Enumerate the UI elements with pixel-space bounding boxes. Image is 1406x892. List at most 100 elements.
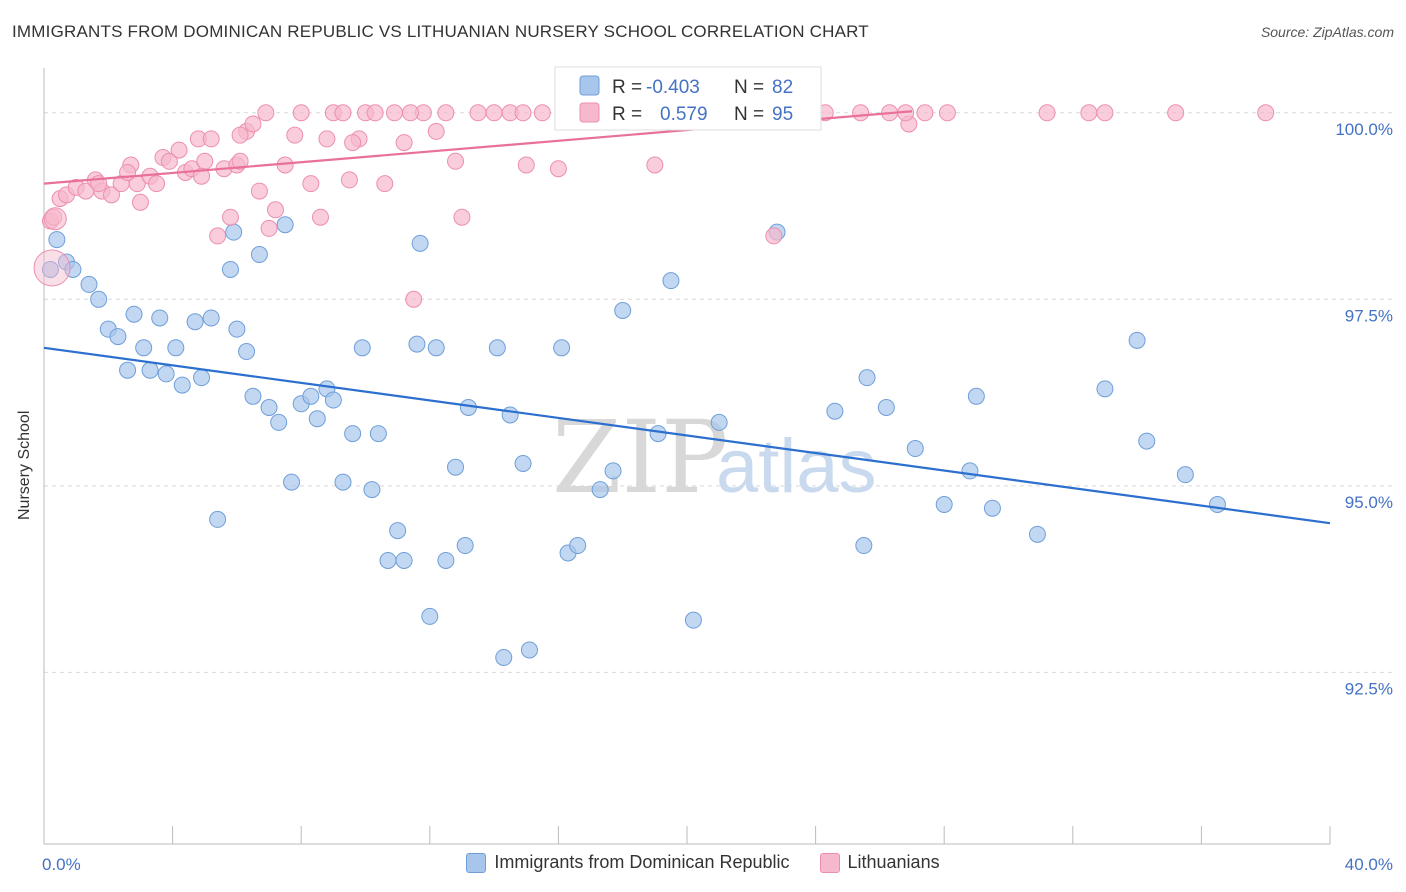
point-lithuanian <box>344 134 362 152</box>
y-tick-label: 95.0% <box>1345 493 1393 512</box>
point-lithuanian <box>260 219 278 237</box>
legend-swatch-blue <box>466 852 487 873</box>
legend-label-blue: Immigrants from Dominican Republic <box>494 852 790 872</box>
point-dominican <box>244 387 262 405</box>
point-lithuanian <box>427 122 445 140</box>
axes <box>43 68 1331 845</box>
point-dominican <box>569 537 587 555</box>
point-dominican <box>421 607 439 625</box>
point-dominican <box>157 365 175 383</box>
point-lithuanian <box>549 160 567 178</box>
point-dominican <box>225 223 243 241</box>
point-dominican <box>173 376 191 394</box>
point-dominican <box>283 473 301 491</box>
point-lithuanian <box>938 104 956 122</box>
point-dominican <box>308 410 326 428</box>
point-dominican <box>344 425 362 443</box>
point-dominican <box>90 290 108 308</box>
point-lithuanian <box>231 126 249 144</box>
point-lithuanian <box>485 104 503 122</box>
point-dominican <box>520 641 538 659</box>
stats-box: R = -0.403 N = 82 R = 0.579 N = 95 <box>554 66 822 131</box>
legend-item-blue[interactable]: Immigrants from Dominican Republic <box>466 852 790 873</box>
point-dominican <box>906 440 924 458</box>
point-dominican <box>379 551 397 569</box>
point-dominican <box>80 275 98 293</box>
point-lithuanian <box>469 104 487 122</box>
point-lithuanian <box>405 290 423 308</box>
trend-line-dominican <box>43 346 1331 525</box>
point-dominican <box>411 234 429 252</box>
point-lithuanian <box>646 156 664 174</box>
point-dominican <box>167 339 185 357</box>
point-dominican <box>877 399 895 416</box>
point-lithuanian <box>160 152 178 170</box>
legend-label-pink: Lithuanians <box>847 852 940 872</box>
point-dominican <box>447 458 465 476</box>
point-lithuanian <box>209 227 227 245</box>
point-dominican <box>614 302 632 319</box>
point-lithuanian <box>250 182 268 200</box>
chart-title: IMMIGRANTS FROM DOMINICAN REPUBLIC VS LI… <box>12 22 869 41</box>
watermark-zip: ZIP <box>552 399 728 516</box>
tick-labels: 100.0% 97.5% 95.0% 92.5% 0.0% 40.0% <box>42 120 1393 874</box>
point-lithuanian <box>916 104 934 122</box>
point-lithuanian <box>244 115 262 133</box>
point-dominican <box>193 369 211 387</box>
legend: Immigrants from Dominican Republic Lithu… <box>0 852 1406 873</box>
point-lithuanian <box>340 171 358 189</box>
point-dominican <box>408 335 426 353</box>
point-lithuanian <box>852 104 870 122</box>
point-dominican <box>501 406 519 424</box>
point-lithuanian <box>266 201 284 219</box>
point-lithuanian <box>311 208 329 226</box>
point-dominican <box>553 339 571 357</box>
watermark-atlas: atlas <box>716 424 877 509</box>
point-dominican <box>591 481 609 499</box>
point-dominican <box>488 339 506 357</box>
point-dominican <box>967 387 985 405</box>
point-lithuanian <box>376 175 394 193</box>
point-lithuanian <box>193 167 211 185</box>
x-tick-label: 40.0% <box>1345 855 1393 874</box>
y-tick-label: 100.0% <box>1335 120 1393 139</box>
point-lithuanian <box>1080 104 1098 122</box>
point-lithuanian <box>202 130 220 148</box>
point-lithuanian <box>196 152 214 170</box>
point-dominican <box>119 361 137 379</box>
point-dominican <box>437 551 455 569</box>
point-dominican <box>221 260 239 278</box>
point-dominican <box>151 309 169 327</box>
point-dominican <box>202 309 220 327</box>
point-dominican <box>1138 432 1156 450</box>
point-lithuanian <box>402 104 420 122</box>
point-lithuanian <box>292 104 310 122</box>
point-dominican <box>276 216 294 234</box>
stats-n-label-blue: N = <box>734 77 764 98</box>
point-dominican <box>353 339 371 357</box>
point-lithuanian <box>765 227 783 245</box>
point-dominican <box>961 462 979 480</box>
point-lithuanian <box>334 104 352 122</box>
point-dominican <box>1176 466 1194 484</box>
point-dominican <box>983 499 1001 517</box>
point-dominican <box>334 473 352 491</box>
stats-r-label-blue: R = <box>612 77 642 98</box>
point-dominican <box>662 272 680 290</box>
point-dominican <box>109 328 127 346</box>
point-dominican <box>186 313 204 331</box>
point-dominican <box>1096 380 1114 398</box>
point-lithuanian <box>170 141 188 159</box>
point-dominican <box>48 231 66 249</box>
stats-swatch-blue <box>579 75 600 96</box>
y-tick-label: 97.5% <box>1345 306 1393 325</box>
point-dominican <box>369 425 387 443</box>
point-dominican <box>858 369 876 387</box>
point-lithuanian <box>318 130 336 148</box>
point-dominican <box>324 391 342 409</box>
point-dominican <box>1128 331 1146 349</box>
point-lithuanian <box>514 104 532 122</box>
point-dominican <box>389 522 407 540</box>
point-lithuanian <box>131 193 149 211</box>
legend-item-pink[interactable]: Lithuanians <box>819 852 940 873</box>
